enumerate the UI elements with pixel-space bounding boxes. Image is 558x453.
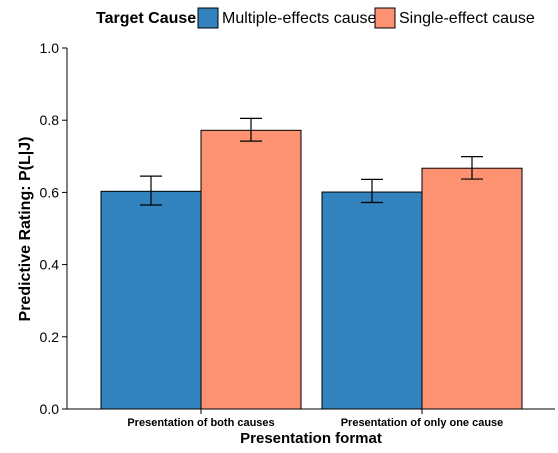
y-axis-label: Predictive Rating: P(L|J): [17, 137, 34, 322]
y-tick-label: 0.8: [40, 112, 60, 128]
legend-swatch-single-effect: [374, 7, 396, 29]
x-axis-label: Presentation format: [240, 430, 382, 447]
y-tick-label: 0.6: [40, 184, 60, 200]
error-bars: [140, 117, 483, 206]
legend-title: Target Cause: [96, 10, 196, 27]
legend-label-multiple-effects: Multiple-effects cause: [222, 10, 377, 27]
legend-swatch-multiple-effects: [197, 7, 219, 29]
bar: [200, 129, 302, 410]
x-axis: Presentation of both causes Presentation …: [67, 408, 555, 429]
y-tick-label: 0.4: [40, 257, 60, 273]
y-axis: 0.0 0.2 0.4 0.6 0.8 1.0: [40, 40, 68, 417]
bar: [421, 167, 523, 410]
legend: Target Cause Multiple-effects cause Sing…: [96, 7, 535, 29]
bars: [100, 129, 523, 410]
bar: [100, 190, 202, 410]
y-tick-label: 0.2: [40, 329, 60, 345]
y-tick-label: 0.0: [40, 401, 60, 417]
x-tick-label: Presentation of only one cause: [341, 417, 504, 429]
y-tick-label: 1.0: [40, 40, 60, 56]
bar: [321, 191, 423, 410]
x-tick-label: Presentation of both causes: [127, 417, 274, 429]
legend-label-single-effect: Single-effect cause: [399, 10, 535, 27]
